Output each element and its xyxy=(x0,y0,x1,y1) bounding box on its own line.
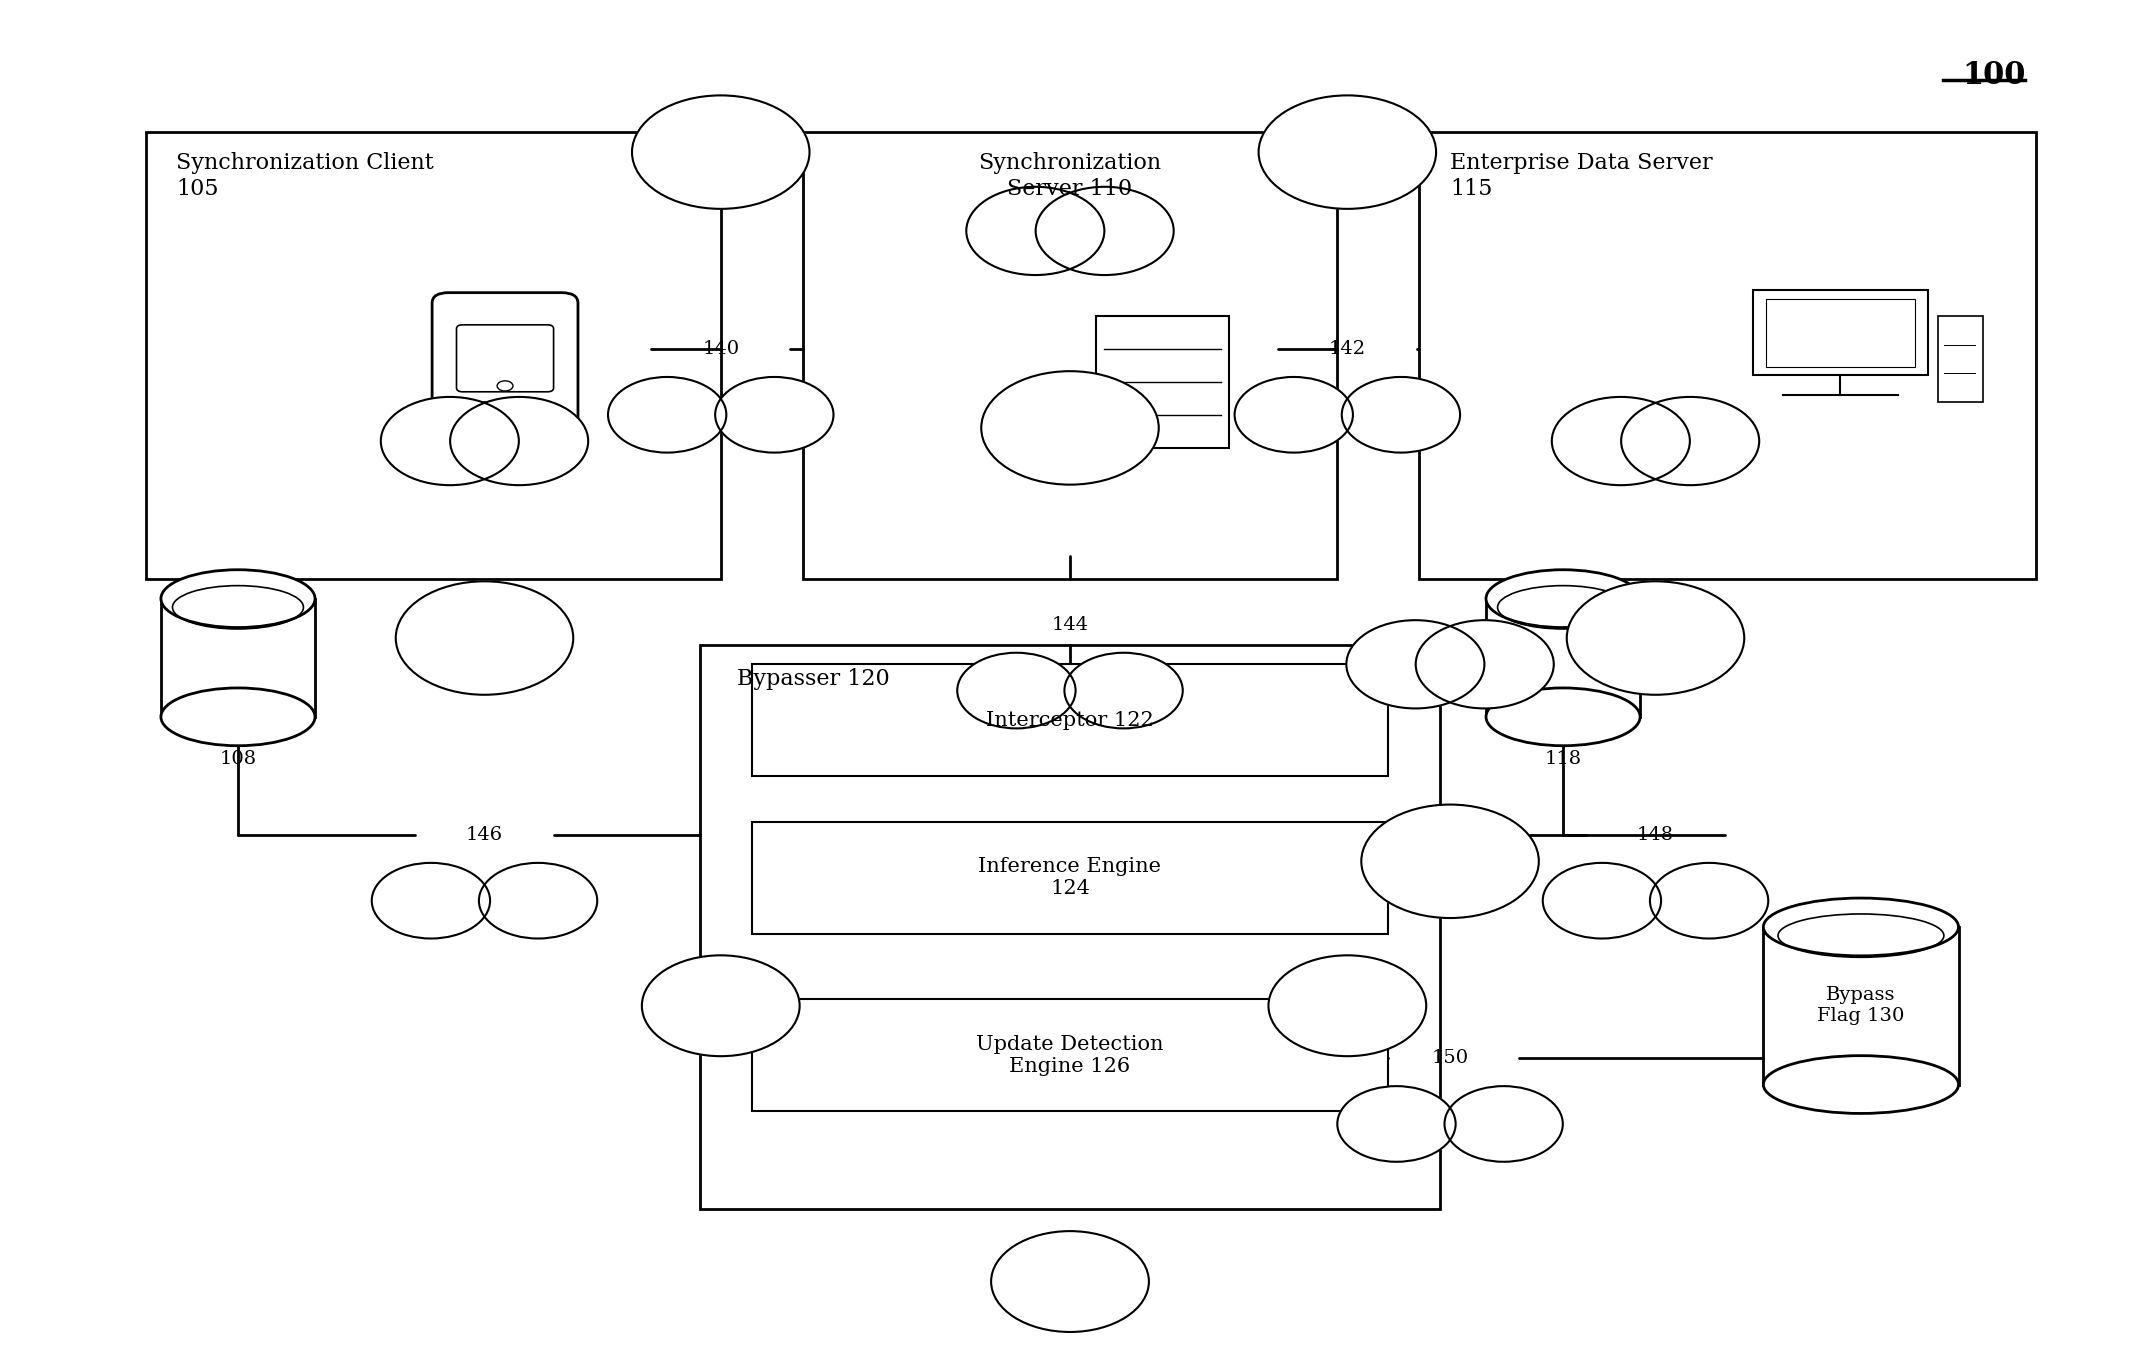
Bar xyxy=(1763,928,1958,1085)
Bar xyxy=(1485,599,1639,717)
Circle shape xyxy=(1258,96,1436,209)
FancyBboxPatch shape xyxy=(802,133,1338,579)
Circle shape xyxy=(982,371,1158,484)
Text: Synchronization
Server 110: Synchronization Server 110 xyxy=(978,152,1162,200)
Circle shape xyxy=(381,397,518,486)
FancyBboxPatch shape xyxy=(1939,316,1984,402)
Circle shape xyxy=(372,863,490,938)
Circle shape xyxy=(1346,620,1485,709)
Circle shape xyxy=(608,378,725,453)
Circle shape xyxy=(642,955,800,1056)
Circle shape xyxy=(1650,863,1768,938)
FancyBboxPatch shape xyxy=(751,999,1389,1111)
Circle shape xyxy=(1269,955,1425,1056)
Text: Inference Engine
124: Inference Engine 124 xyxy=(978,858,1162,899)
Text: 144: 144 xyxy=(1051,616,1089,633)
Circle shape xyxy=(1622,397,1759,486)
FancyBboxPatch shape xyxy=(1096,316,1228,447)
Text: Bypass
Flag 130: Bypass Flag 130 xyxy=(1817,986,1905,1025)
Text: 148: 148 xyxy=(1637,826,1673,844)
Text: 146: 146 xyxy=(467,826,503,844)
Circle shape xyxy=(1338,1086,1455,1161)
Circle shape xyxy=(957,653,1076,728)
Ellipse shape xyxy=(160,688,315,746)
Ellipse shape xyxy=(1763,1056,1958,1114)
Circle shape xyxy=(1552,397,1691,486)
Circle shape xyxy=(449,397,588,486)
Text: 140: 140 xyxy=(702,341,738,358)
Ellipse shape xyxy=(1485,569,1639,628)
Ellipse shape xyxy=(1763,897,1958,956)
Circle shape xyxy=(1417,620,1554,709)
Circle shape xyxy=(1036,187,1173,275)
Circle shape xyxy=(396,581,574,695)
Circle shape xyxy=(631,96,809,209)
FancyBboxPatch shape xyxy=(146,133,721,579)
Circle shape xyxy=(1342,378,1459,453)
Text: Synchronization Client
105: Synchronization Client 105 xyxy=(175,152,434,200)
FancyBboxPatch shape xyxy=(1109,417,1156,439)
Circle shape xyxy=(1235,378,1352,453)
FancyBboxPatch shape xyxy=(751,822,1389,933)
Circle shape xyxy=(1444,1086,1562,1161)
Circle shape xyxy=(991,1231,1149,1332)
Bar xyxy=(160,599,315,717)
Ellipse shape xyxy=(1485,688,1639,746)
FancyBboxPatch shape xyxy=(1766,298,1915,367)
Circle shape xyxy=(1361,804,1539,918)
Ellipse shape xyxy=(160,569,315,628)
Circle shape xyxy=(1543,863,1661,938)
Text: Bypasser 120: Bypasser 120 xyxy=(736,668,890,691)
FancyBboxPatch shape xyxy=(1419,133,2035,579)
Circle shape xyxy=(479,863,597,938)
Text: Update Detection
Engine 126: Update Detection Engine 126 xyxy=(976,1034,1164,1075)
Text: 142: 142 xyxy=(1329,341,1365,358)
FancyBboxPatch shape xyxy=(432,293,578,445)
Circle shape xyxy=(1566,581,1744,695)
Circle shape xyxy=(967,187,1104,275)
Text: 118: 118 xyxy=(1545,750,1581,767)
FancyBboxPatch shape xyxy=(751,665,1389,776)
Text: Enterprise Data Server
115: Enterprise Data Server 115 xyxy=(1451,152,1712,200)
Text: Interceptor 122: Interceptor 122 xyxy=(987,710,1153,729)
Text: 150: 150 xyxy=(1432,1049,1468,1067)
Circle shape xyxy=(1064,653,1183,728)
Text: 108: 108 xyxy=(220,750,257,767)
Text: 100: 100 xyxy=(1962,60,2024,92)
FancyBboxPatch shape xyxy=(1753,290,1928,375)
FancyBboxPatch shape xyxy=(700,644,1440,1209)
FancyBboxPatch shape xyxy=(456,324,554,391)
Circle shape xyxy=(715,378,832,453)
